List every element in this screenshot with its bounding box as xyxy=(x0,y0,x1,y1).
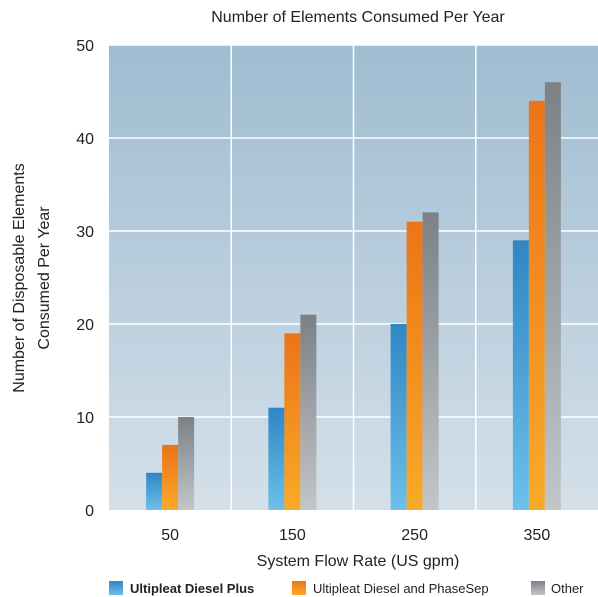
y-tick-label: 30 xyxy=(76,224,94,241)
bar-other-350 xyxy=(544,82,561,510)
x-axis-label: System Flow Rate (US gpm) xyxy=(257,553,460,570)
x-tick-label: 350 xyxy=(524,527,551,544)
bar-ultipleat-diesel-plus-50 xyxy=(146,472,163,510)
y-axis-label-line-1: Number of Disposable Elements xyxy=(11,163,28,392)
legend-swatch-ultipleat-diesel-and-phasesep xyxy=(292,581,306,595)
bar-other-250 xyxy=(422,212,439,510)
x-tick-label: 50 xyxy=(161,527,179,544)
x-tick-label: 250 xyxy=(401,527,428,544)
bar-ultipleat-diesel-and-phasesep-350 xyxy=(528,100,545,511)
legend-item-other: Other xyxy=(531,581,584,596)
y-axis-label: Number of Disposable Elements Consumed P… xyxy=(11,163,53,392)
chart-title: Number of Elements Consumed Per Year xyxy=(211,9,505,26)
y-tick-label: 10 xyxy=(76,410,94,427)
x-tick-label: 150 xyxy=(279,527,306,544)
bar-other-150 xyxy=(300,314,317,510)
y-tick-label: 50 xyxy=(76,38,94,55)
legend-label-ultipleat-diesel-plus: Ultipleat Diesel Plus xyxy=(130,581,254,596)
legend-item-ultipleat-diesel-plus: Ultipleat Diesel Plus xyxy=(109,581,254,596)
y-axis-ticks: 0 10 20 30 40 50 xyxy=(76,38,94,520)
y-axis-label-line-2: Consumed Per Year xyxy=(36,206,53,350)
legend-swatch-ultipleat-diesel-plus xyxy=(109,581,123,595)
bar-ultipleat-diesel-and-phasesep-250 xyxy=(406,221,423,510)
legend-swatch-other xyxy=(531,581,545,595)
bar-ultipleat-diesel-and-phasesep-50 xyxy=(162,444,179,510)
bars xyxy=(146,82,561,511)
legend-label-ultipleat-diesel-and-phasesep: Ultipleat Diesel and PhaseSep xyxy=(313,581,489,596)
y-tick-label: 0 xyxy=(85,503,94,520)
bar-ultipleat-diesel-and-phasesep-150 xyxy=(284,333,301,510)
legend-item-ultipleat-diesel-and-phasesep: Ultipleat Diesel and PhaseSep xyxy=(292,581,489,596)
bar-ultipleat-diesel-plus-250 xyxy=(390,324,407,510)
x-axis-ticks: 50 150 250 350 xyxy=(161,527,550,544)
legend: Ultipleat Diesel Plus Ultipleat Diesel a… xyxy=(109,581,584,596)
y-tick-label: 40 xyxy=(76,131,94,148)
legend-label-other: Other xyxy=(551,581,584,596)
y-tick-label: 20 xyxy=(76,317,94,334)
bar-ultipleat-diesel-plus-350 xyxy=(512,240,529,511)
bar-ultipleat-diesel-plus-150 xyxy=(268,407,285,510)
bar-other-50 xyxy=(178,417,195,510)
